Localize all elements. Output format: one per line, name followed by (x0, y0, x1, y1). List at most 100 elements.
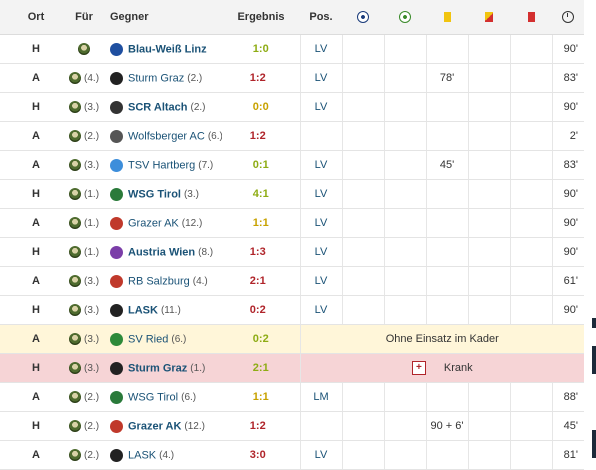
opponent-link[interactable]: Grazer AK (128, 419, 182, 432)
table-row: 5A (3.) SV Ried(6.) 0:2 Ohne Einsatz im Kad… (0, 324, 584, 354)
opponent-link[interactable]: Austria Wien (128, 245, 196, 258)
result-link[interactable]: 0:1 (252, 159, 269, 171)
assists-cell (383, 440, 426, 470)
own-team-cell: (2.) (58, 382, 110, 412)
matchday-cell: 5 (0, 237, 14, 267)
header-assists[interactable] (384, 0, 426, 35)
opponent-rank: (4.) (159, 449, 175, 461)
result-link[interactable]: 0:2 (249, 304, 266, 316)
header-yellow-red[interactable] (468, 0, 510, 35)
minutes-cell: 90' (551, 179, 584, 209)
opponent-link[interactable]: Sturm Graz (128, 71, 185, 84)
opponent-link[interactable]: SCR Altach (128, 100, 188, 113)
team-crest-icon (68, 362, 81, 375)
table-row: 5A (2.) Wolfsberger AC(6.) 1:2 2' (0, 121, 584, 151)
goals-cell (341, 92, 384, 122)
position-cell: LV (299, 440, 342, 470)
red-card-icon (527, 12, 535, 23)
goal-icon (357, 11, 369, 24)
table-row: 5A (3.) RB Salzburg(4.) 2:1 LV 61' (0, 266, 584, 296)
own-team-cell: (4.) (58, 63, 110, 93)
own-rank: (2.) (84, 449, 100, 461)
assists-cell (383, 266, 426, 296)
red-card-cell (509, 121, 552, 151)
yellow-red-card-cell (467, 179, 510, 209)
matchday-cell: 5 (0, 208, 14, 238)
opponent-link[interactable]: TSV Hartberg (128, 158, 196, 171)
result-link[interactable]: 1:2 (249, 72, 266, 84)
goals-cell (341, 179, 384, 209)
opponent-rank: (12.) (181, 217, 203, 229)
result-cell: 2:1 (222, 353, 300, 383)
header-yellow[interactable] (426, 0, 468, 35)
opponent-link[interactable]: Wolfsberger AC (128, 129, 205, 142)
own-team-cell: (3.) (58, 324, 110, 354)
yellow-red-card-cell (467, 63, 510, 93)
red-card-cell (509, 63, 552, 93)
opponent-link[interactable]: Sturm Graz (128, 361, 188, 374)
own-rank: (3.) (84, 304, 100, 316)
opponent-cell: Grazer AK (12.) (110, 208, 222, 238)
position-cell: LV (299, 34, 342, 64)
assists-cell (383, 179, 426, 209)
opponent-link[interactable]: LASK (128, 303, 158, 316)
header-fuer[interactable]: Für (58, 0, 110, 35)
own-rank: (2.) (84, 420, 100, 432)
yellow-card-cell: 45' (425, 150, 468, 180)
edge-marker (592, 318, 596, 328)
note-text: Krank (443, 361, 473, 374)
result-link[interactable]: 1:1 (252, 391, 269, 403)
result-link[interactable]: 1:3 (249, 246, 266, 258)
team-crest-icon (68, 333, 81, 346)
opponent-link[interactable]: Grazer AK (128, 216, 179, 229)
result-link[interactable]: 1:0 (252, 43, 269, 55)
header-pos[interactable]: Pos. (300, 0, 342, 35)
table-row: 5A (3.) TSV Hartberg(7.) 0:1 LV 45' 83' (0, 150, 584, 180)
squad-note: Ohne Einsatz im Kader (299, 324, 584, 354)
result-cell: 2:1 (222, 266, 300, 296)
opponent-link[interactable]: RB Salzburg (128, 274, 190, 287)
header-red[interactable] (510, 0, 552, 35)
header-ort[interactable]: Ort (14, 0, 58, 35)
opponent-link[interactable]: LASK (128, 448, 157, 461)
result-link[interactable]: 0:2 (252, 333, 269, 345)
assists-cell (383, 63, 426, 93)
venue-cell: H (14, 237, 58, 267)
own-team-cell: (1.) (58, 208, 110, 238)
matchday-cell: 5 (0, 121, 14, 151)
yellow-red-card-cell (467, 121, 510, 151)
position-cell: LV (299, 179, 342, 209)
opponent-link[interactable]: WSG Tirol (128, 390, 179, 403)
yellow-card-icon (443, 12, 451, 23)
header-goals[interactable] (342, 0, 384, 35)
own-team-cell: (3.) (58, 353, 110, 383)
table-row: 5H (1.) Austria Wien(8.) 1:3 LV 90' (0, 237, 584, 267)
result-cell: 1:1 (222, 382, 300, 412)
matchday-cell: 5 (0, 150, 14, 180)
result-link[interactable]: 3:0 (249, 449, 266, 461)
result-link[interactable]: 1:2 (249, 420, 266, 432)
result-link[interactable]: 1:1 (252, 217, 269, 229)
yellow-card-cell (425, 295, 468, 325)
team-crest-icon (68, 159, 81, 172)
result-link[interactable]: 1:2 (249, 130, 266, 142)
venue-cell: A (14, 121, 58, 151)
header-ergebnis[interactable]: Ergebnis (222, 0, 300, 35)
opponent-cell: LASK (11.) (110, 295, 222, 325)
result-link[interactable]: 4:1 (252, 188, 269, 200)
goals-cell (341, 208, 384, 238)
result-link[interactable]: 2:1 (252, 362, 269, 374)
header-gegner[interactable]: Gegner (110, 0, 222, 35)
minutes-cell: 90' (551, 295, 584, 325)
yellow-red-card-cell (467, 411, 510, 441)
header-minutes[interactable] (552, 0, 584, 35)
red-card-cell (509, 208, 552, 238)
result-link[interactable]: 0:0 (252, 101, 269, 113)
opponent-link[interactable]: SV Ried (128, 332, 169, 345)
opponent-link[interactable]: WSG Tirol (128, 187, 181, 200)
table-header: Ort Für Gegner Ergebnis Pos. (0, 0, 584, 35)
result-link[interactable]: 2:1 (249, 275, 266, 287)
own-rank: (3.) (84, 333, 100, 345)
opponent-link[interactable]: Blau-Weiß Linz (128, 42, 207, 55)
goals-cell (341, 34, 384, 64)
